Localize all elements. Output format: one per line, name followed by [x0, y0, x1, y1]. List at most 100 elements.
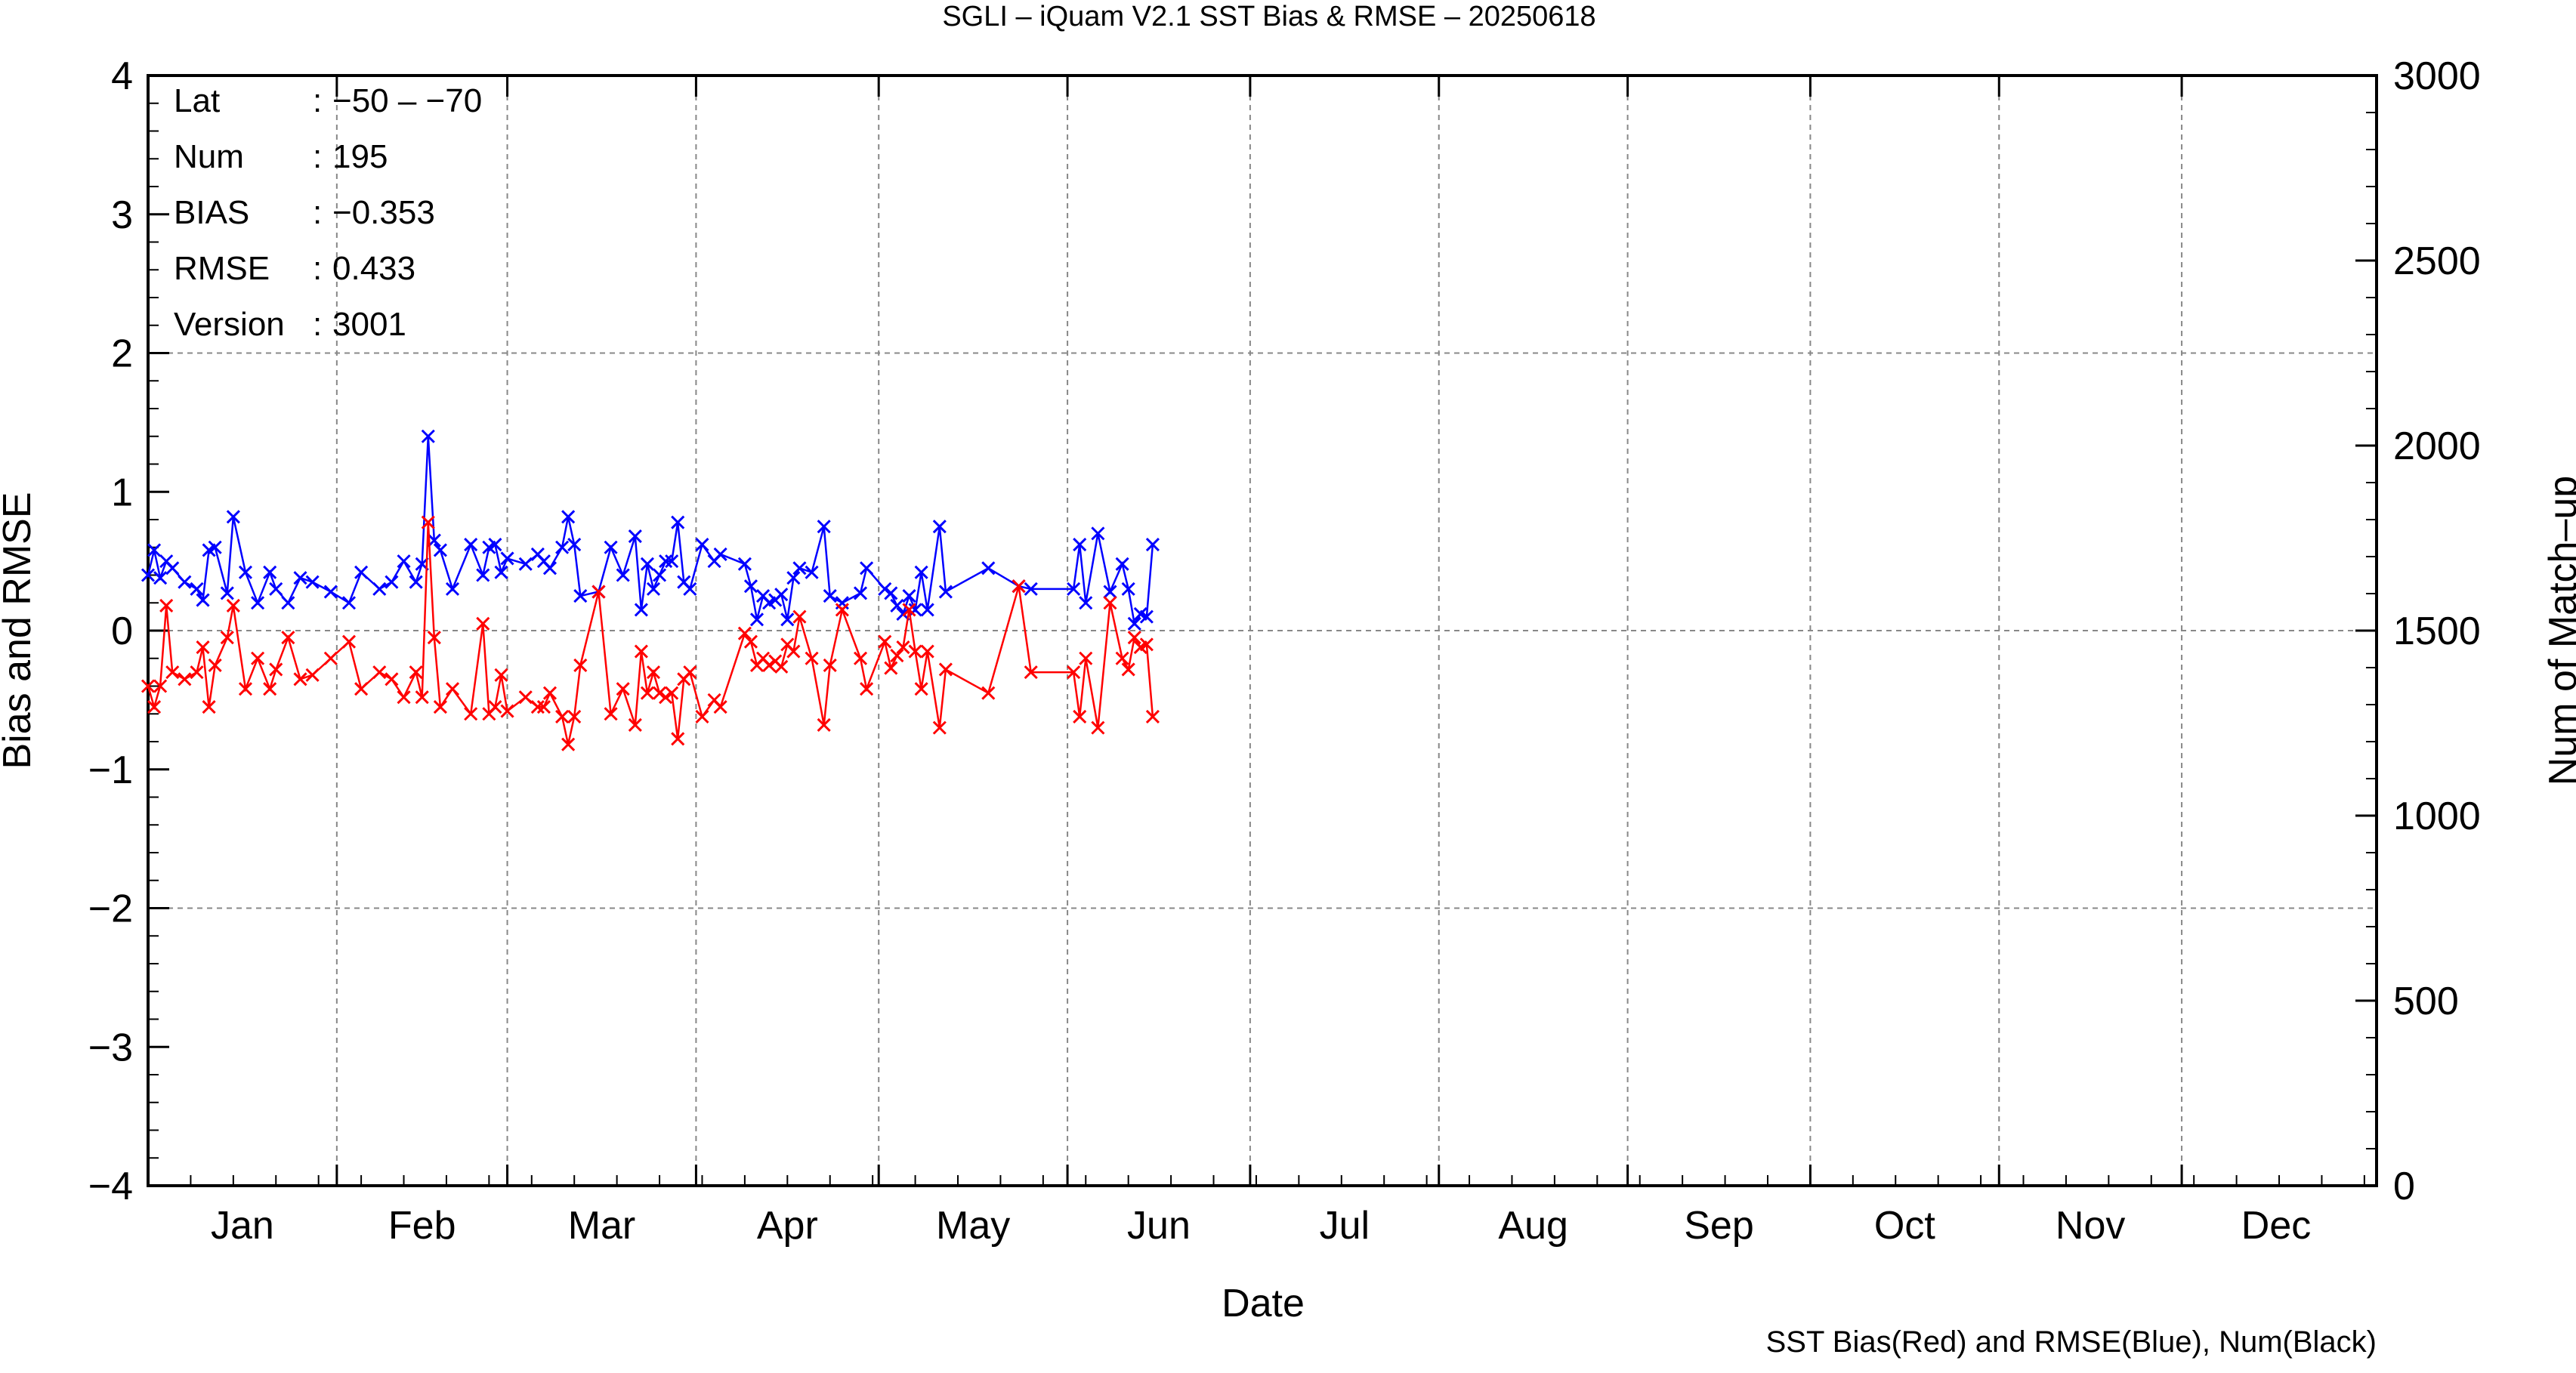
rmse-point — [305, 575, 320, 589]
x-axis-label: Date — [1222, 1282, 1305, 1325]
rmse-point — [604, 540, 618, 554]
bias-point — [1067, 665, 1081, 680]
bias-point — [890, 649, 904, 663]
rmse-point — [938, 585, 953, 599]
rmse-point — [616, 568, 630, 582]
rmse-point — [1079, 596, 1093, 610]
rmse-point — [208, 540, 222, 554]
bias-point — [226, 598, 240, 612]
rmse-point — [920, 603, 934, 617]
rmse-point — [567, 538, 582, 552]
data-series — [141, 429, 1160, 751]
y-tick-label: −4 — [88, 1165, 133, 1208]
bias-point — [220, 631, 234, 645]
rmse-point — [628, 529, 642, 544]
bias-point — [860, 682, 874, 696]
bias-point — [415, 690, 429, 705]
rmse-point — [464, 538, 478, 552]
info-key: Num — [174, 138, 244, 175]
bias-point — [165, 665, 180, 680]
bias-point — [536, 700, 551, 714]
rmse-point — [1139, 609, 1154, 624]
y-tick-label: 0 — [111, 609, 133, 653]
bias-point — [573, 658, 588, 672]
rmse-point — [341, 596, 357, 610]
rmse-point — [190, 582, 204, 596]
rmse-point — [737, 557, 752, 571]
rmse-point — [683, 582, 697, 596]
bias-point — [238, 682, 253, 696]
rmse-point — [665, 554, 679, 569]
bias-point — [196, 640, 210, 655]
y-axis-label: Bias and RMSE — [0, 492, 39, 769]
bias-point — [561, 737, 576, 751]
x-tick-label: Mar — [568, 1204, 636, 1248]
rmse-point — [1067, 582, 1081, 596]
y2-tick-label: 500 — [2393, 980, 2459, 1023]
rmse-point — [786, 571, 801, 585]
bias-point — [567, 709, 582, 724]
y-tick-label: 2 — [111, 332, 133, 376]
info-key: RMSE — [174, 250, 270, 287]
bias-point — [616, 682, 630, 696]
bias-point — [1012, 579, 1026, 594]
rmse-point — [141, 568, 156, 582]
bias-point — [421, 515, 435, 529]
rmse-point — [659, 554, 673, 569]
x-tick-label: Jan — [211, 1204, 274, 1248]
bias-point — [372, 665, 387, 680]
bias-point — [1139, 637, 1154, 652]
bias-point — [683, 665, 697, 680]
y-tick-label: 1 — [111, 471, 133, 514]
bias-point — [1127, 631, 1141, 645]
rmse-point — [1145, 538, 1160, 552]
bias-point — [445, 682, 460, 696]
bias-point — [774, 659, 789, 674]
bias-point — [591, 585, 606, 599]
rmse-point — [542, 561, 558, 575]
x-tick-label: Jul — [1320, 1204, 1370, 1248]
bias-point — [530, 700, 545, 714]
rmse-point — [792, 561, 807, 575]
rmse-point — [743, 579, 758, 594]
bias-point — [494, 668, 508, 682]
bias-point — [323, 651, 338, 665]
rmse-point — [749, 612, 764, 627]
bias-point — [263, 682, 277, 696]
grid-lines — [148, 76, 2377, 1186]
bias-point — [1073, 709, 1087, 724]
rmse-point — [878, 582, 892, 596]
bias-point — [178, 672, 192, 686]
info-key: BIAS — [174, 194, 249, 231]
bias-point — [634, 644, 648, 659]
bias-point — [208, 658, 222, 672]
info-value: −50 – −70 — [332, 82, 482, 119]
rmse-point — [805, 565, 819, 579]
y-tick-label: −3 — [88, 1026, 133, 1069]
bias-point — [141, 679, 156, 693]
y-tick-label: 4 — [111, 54, 133, 98]
bias-series — [141, 515, 1160, 751]
bias-point — [397, 690, 411, 705]
rmse-point — [476, 568, 490, 582]
bias-point — [1103, 596, 1117, 610]
rmse-point — [354, 565, 369, 579]
bias-point — [902, 603, 916, 617]
rmse-point — [226, 510, 240, 524]
rmse-point — [372, 582, 387, 596]
y-tick-label: 3 — [111, 193, 133, 237]
y2-tick-label: 1000 — [2393, 794, 2481, 838]
rmse-point — [263, 565, 277, 579]
bias-point — [1079, 651, 1093, 665]
bias-point — [1121, 662, 1135, 677]
bias-point — [823, 658, 837, 672]
bias-point — [786, 644, 801, 659]
bias-point — [628, 717, 642, 733]
bias-point — [542, 686, 558, 700]
y2-tick-label: 3000 — [2393, 54, 2481, 98]
rmse-point — [153, 571, 168, 585]
x-tick-label: May — [936, 1204, 1010, 1248]
